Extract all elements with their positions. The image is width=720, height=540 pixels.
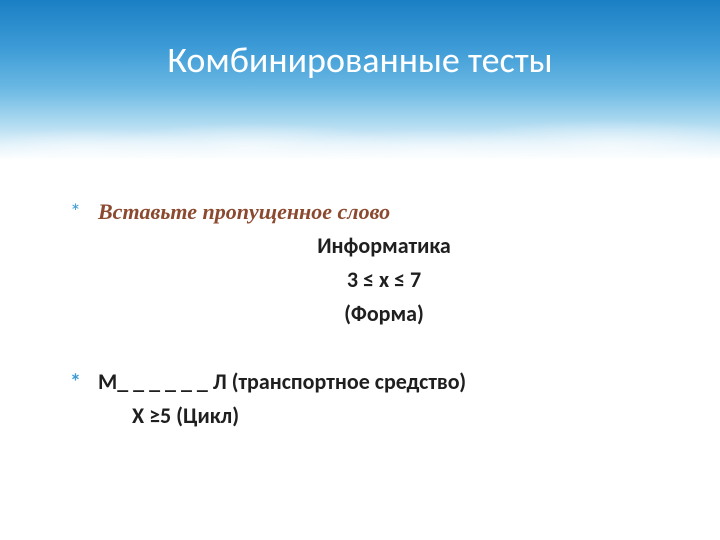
bullet-item-1: * Вставьте пропущенное слово xyxy=(70,195,670,229)
slide-title: Комбинированные тесты xyxy=(0,38,720,82)
bullet-icon: * xyxy=(70,365,81,399)
bullet-icon: * xyxy=(70,195,81,229)
line-5-text: М_ _ _ _ _ _ Л (транспортное средство) xyxy=(98,368,466,395)
slide-body: * Вставьте пропущенное слово Информатика… xyxy=(70,195,670,434)
line-3-text: 3 ≤ x ≤ 7 xyxy=(70,263,670,297)
line-4-text: (Форма) xyxy=(70,297,670,331)
line-2-text: Информатика xyxy=(70,229,670,263)
bullet-item-2: * М_ _ _ _ _ _ Л (транспортное средство) xyxy=(70,365,670,399)
line-6-text: Х ≥5 (Цикл) xyxy=(70,399,670,433)
line-1-text: Вставьте пропущенное слово xyxy=(98,199,390,224)
blank-line xyxy=(70,331,670,365)
